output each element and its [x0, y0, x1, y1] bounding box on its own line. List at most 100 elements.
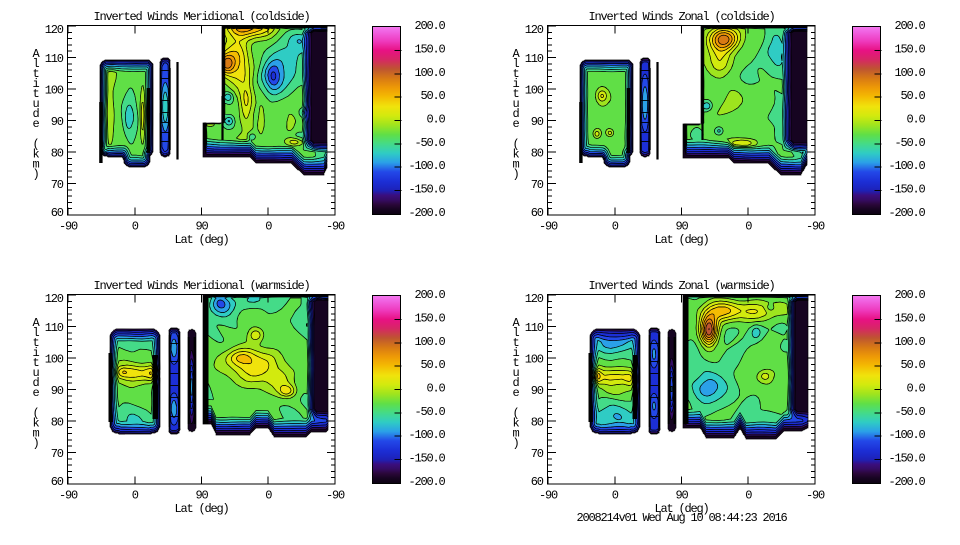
svg-text:-150.0: -150.0 [888, 183, 925, 197]
svg-text:m: m [512, 427, 519, 441]
svg-text:m: m [512, 158, 519, 172]
svg-text:110: 110 [525, 321, 544, 335]
svg-text:Lat (deg): Lat (deg) [654, 502, 708, 516]
svg-text:i: i [32, 77, 39, 91]
svg-text:-90: -90 [539, 488, 558, 502]
svg-text:e: e [32, 386, 39, 400]
svg-text:50.0: 50.0 [420, 358, 445, 372]
svg-text:-100.0: -100.0 [888, 159, 925, 173]
svg-text:100: 100 [525, 83, 544, 97]
svg-text:t: t [512, 336, 518, 350]
svg-text:120: 120 [525, 292, 544, 306]
svg-text:(: ( [32, 137, 38, 151]
svg-text:-100.0: -100.0 [408, 428, 445, 442]
svg-text:): ) [512, 168, 518, 182]
svg-text:u: u [512, 366, 519, 380]
svg-text:i: i [512, 77, 519, 91]
svg-text:120: 120 [525, 23, 544, 37]
svg-text:-90: -90 [59, 488, 78, 502]
svg-text:110: 110 [45, 321, 64, 335]
svg-text:t: t [512, 67, 518, 81]
svg-text:-150.0: -150.0 [408, 452, 445, 466]
svg-text:l: l [512, 326, 519, 340]
svg-text:k: k [32, 416, 39, 430]
svg-text:90: 90 [51, 115, 64, 129]
svg-text:100: 100 [45, 352, 64, 366]
svg-text:-50.0: -50.0 [894, 405, 925, 419]
svg-text:150.0: 150.0 [414, 42, 445, 56]
svg-text:200.0: 200.0 [894, 288, 925, 302]
svg-text:70: 70 [531, 178, 544, 192]
svg-text:-200.0: -200.0 [408, 206, 445, 220]
svg-text:-200.0: -200.0 [888, 475, 925, 489]
svg-text:100: 100 [45, 83, 64, 97]
svg-text:-150.0: -150.0 [408, 183, 445, 197]
svg-text:t: t [32, 87, 38, 101]
svg-text:2008214v01 Wed Aug 10 08:44:23: 2008214v01 Wed Aug 10 08:44:23 2016 [576, 511, 787, 525]
svg-text:u: u [32, 97, 39, 111]
svg-text:90: 90 [195, 488, 208, 502]
svg-text:150.0: 150.0 [414, 311, 445, 325]
svg-text:-90: -90 [326, 219, 345, 233]
svg-text:200.0: 200.0 [414, 19, 445, 33]
svg-text:0.0: 0.0 [426, 382, 445, 396]
svg-text:100.0: 100.0 [414, 335, 445, 349]
svg-text:120: 120 [45, 23, 64, 37]
svg-text:l: l [32, 326, 39, 340]
svg-text:60: 60 [531, 206, 544, 220]
svg-text:-200.0: -200.0 [888, 206, 925, 220]
svg-text:u: u [512, 97, 519, 111]
svg-text:e: e [512, 117, 519, 131]
svg-text:A: A [32, 47, 40, 61]
svg-text:): ) [32, 168, 38, 182]
svg-text:120: 120 [45, 292, 64, 306]
svg-text:A: A [512, 47, 520, 61]
svg-text:90: 90 [675, 219, 688, 233]
svg-text:-90: -90 [806, 488, 825, 502]
svg-text:0: 0 [265, 488, 272, 502]
svg-text:90: 90 [51, 384, 64, 398]
svg-text:k: k [512, 147, 519, 161]
svg-text:Inverted Winds Zonal (coldside: Inverted Winds Zonal (coldside) [588, 10, 774, 24]
svg-text:0: 0 [612, 219, 619, 233]
svg-text:200.0: 200.0 [894, 19, 925, 33]
svg-text:90: 90 [195, 219, 208, 233]
svg-text:0: 0 [132, 219, 139, 233]
svg-text:50.0: 50.0 [900, 89, 925, 103]
svg-text:i: i [512, 346, 519, 360]
svg-text:e: e [512, 386, 519, 400]
svg-text:d: d [32, 107, 39, 121]
svg-text:70: 70 [531, 447, 544, 461]
svg-text:t: t [512, 87, 518, 101]
svg-text:0.0: 0.0 [906, 113, 925, 127]
svg-text:-50.0: -50.0 [894, 136, 925, 150]
svg-text:-90: -90 [326, 488, 345, 502]
svg-text:0: 0 [745, 219, 752, 233]
svg-text:0: 0 [132, 488, 139, 502]
svg-text:-90: -90 [539, 219, 558, 233]
svg-text:e: e [32, 117, 39, 131]
svg-text:100.0: 100.0 [414, 66, 445, 80]
svg-text:Lat (deg): Lat (deg) [654, 233, 708, 247]
svg-text:): ) [512, 437, 518, 451]
svg-text:200.0: 200.0 [414, 288, 445, 302]
svg-text:t: t [512, 356, 518, 370]
svg-text:0: 0 [745, 488, 752, 502]
svg-text:(: ( [512, 406, 518, 420]
svg-text:A: A [512, 316, 520, 330]
svg-text:80: 80 [51, 415, 64, 429]
svg-text:Inverted Winds Meridional (col: Inverted Winds Meridional (coldside) [93, 10, 309, 24]
svg-text:-50.0: -50.0 [414, 405, 445, 419]
svg-text:m: m [32, 427, 39, 441]
svg-text:(: ( [32, 406, 38, 420]
svg-text:-90: -90 [806, 219, 825, 233]
svg-text:80: 80 [51, 146, 64, 160]
svg-text:60: 60 [51, 475, 64, 489]
svg-text:i: i [32, 346, 39, 360]
svg-text:100: 100 [525, 352, 544, 366]
svg-text:t: t [32, 336, 38, 350]
svg-text:-200.0: -200.0 [408, 475, 445, 489]
svg-text:110: 110 [525, 52, 544, 66]
svg-text:k: k [32, 147, 39, 161]
svg-text:A: A [32, 316, 40, 330]
